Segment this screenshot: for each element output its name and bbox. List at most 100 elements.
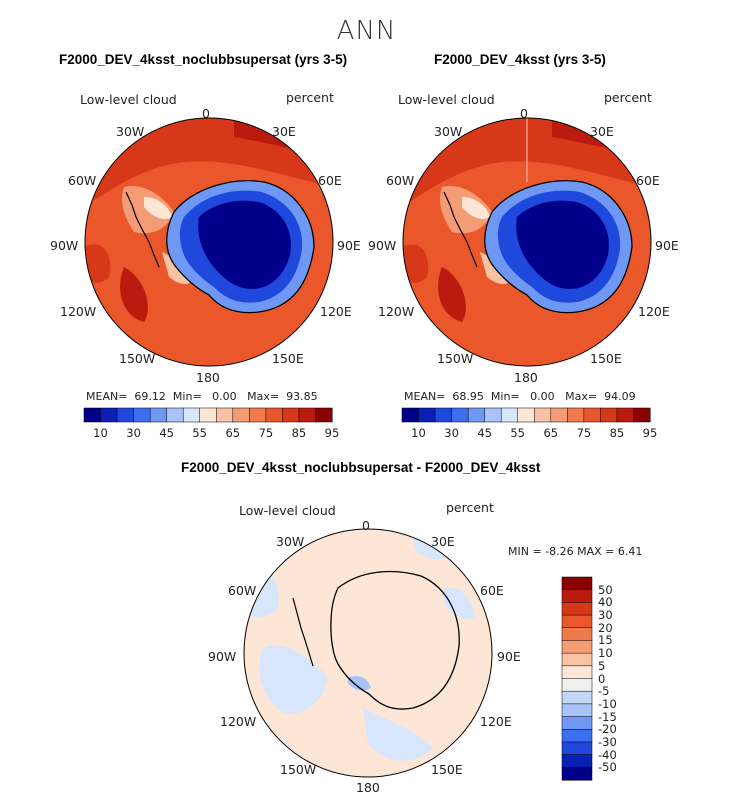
diff-lon-150w: 150W (280, 762, 317, 777)
panel2-colorbar-tick-label: 85 (609, 426, 625, 440)
diff-colorbar-tick-label: -30 (598, 734, 617, 749)
panel1-colorbar-swatch (83, 407, 102, 423)
diff-colorbar-tick-label: -20 (598, 722, 617, 737)
diff-colorbar-swatch (561, 767, 593, 781)
panel1-colorbar-tick-label: 55 (192, 426, 207, 440)
panel2-colorbar-tick-label: 55 (510, 426, 525, 440)
diff-minmax: MIN = -8.26 MAX = 6.41 (508, 545, 643, 558)
panel2-colorbar-swatch (451, 407, 469, 423)
panel1-lon-30w: 30W (116, 124, 145, 139)
panel1-colorbar-swatch (232, 407, 250, 423)
panel2-colorbar-swatch (434, 407, 453, 423)
panel2-title: F2000_DEV_4ksst (yrs 3-5) (434, 52, 606, 67)
panel1-polar-map (84, 117, 334, 367)
diff-lon-30w: 30W (276, 534, 305, 549)
panel2-polar-map (402, 117, 652, 367)
diff-lon-60e: 60E (480, 583, 504, 598)
diff-colorbar-swatch (561, 652, 593, 667)
diff-lon-120e: 120E (480, 714, 512, 729)
panel2-colorbar-swatch (600, 407, 618, 423)
panel2-lon-150e: 150E (590, 351, 622, 366)
diff-colorbar-labels: 50 40 30 20 15 10 5 0 -5 -10 -15 -20 -30 -40 -50 (598, 577, 638, 780)
panel1-lon-120e: 120E (320, 304, 352, 319)
panel1-colorbar-labels: 10 30 45 55 65 75 85 95 (84, 426, 339, 442)
diff-colorbar-swatch (561, 703, 593, 718)
panel1-field-label: Low-level cloud (80, 92, 177, 107)
panel1-colorbar-swatch (199, 407, 217, 423)
diff-colorbar-tick-label: -50 (598, 760, 617, 775)
diff-lon-0: 0 (362, 518, 370, 533)
panel1-colorbar-tick-label: 85 (291, 426, 307, 440)
diff-lon-150e: 150E (431, 762, 463, 777)
diff-colorbar-tick-label: 30 (598, 608, 613, 623)
panel2-colorbar-swatch (567, 407, 585, 423)
panel1-colorbar-tick-label: 30 (126, 426, 141, 440)
diff-colorbar-tick-label: 5 (598, 658, 606, 673)
panel1-colorbar-swatch (298, 407, 317, 423)
panel2-lon-120w: 120W (378, 304, 415, 319)
diff-lon-180: 180 (356, 780, 380, 795)
panel1-lon-30e: 30E (272, 124, 296, 139)
panel2-mean: MEAN= 68.95 Min= 0.00 Max= 94.09 (404, 390, 636, 403)
panel1-units: percent (286, 90, 334, 105)
diff-lon-60w: 60W (228, 583, 257, 598)
panel2-colorbar-swatch (401, 407, 420, 423)
panel1-colorbar (83, 407, 333, 423)
panel2-lon-120e: 120E (638, 304, 670, 319)
panel1-colorbar-tick-label: 65 (225, 426, 241, 440)
diff-colorbar-swatch (561, 716, 593, 730)
diff-colorbar (561, 576, 593, 781)
diff-colorbar-swatch (561, 729, 593, 743)
panel2-lon-0: 0 (520, 106, 528, 121)
panel2-lon-60e: 60E (636, 173, 660, 188)
panel2-lon-90w: 90W (368, 238, 397, 253)
panel2-colorbar-tick-label: 30 (444, 426, 459, 440)
panel2-colorbar-swatch (633, 407, 651, 423)
diff-colorbar-swatch (561, 678, 593, 692)
diff-colorbar-swatch (561, 665, 593, 680)
diff-colorbar-tick-label: 40 (598, 595, 613, 610)
panel2-colorbar-swatch (583, 407, 601, 423)
panel2-colorbar (401, 407, 651, 423)
diff-colorbar-swatch (561, 754, 593, 768)
diff-title: F2000_DEV_4ksst_noclubbsupersat - F2000_… (181, 460, 541, 475)
diff-colorbar-swatch (561, 690, 593, 705)
panel1-lon-120w: 120W (60, 304, 97, 319)
panel1-colorbar-swatch (216, 407, 234, 423)
panel2-colorbar-swatch (517, 407, 535, 423)
panel2-colorbar-tick-label: 95 (642, 426, 658, 440)
panel1-colorbar-swatch (265, 407, 283, 423)
panel1-lon-150w: 150W (119, 351, 156, 366)
panel1-colorbar-tick-label: 10 (93, 426, 108, 440)
diff-colorbar-tick-label: 50 (598, 582, 613, 597)
panel2-colorbar-tick-label: 75 (576, 426, 592, 440)
panel1-lon-90w: 90W (50, 238, 79, 253)
panel1-colorbar-tick-label: 75 (258, 426, 274, 440)
panel1-colorbar-tick-label: 95 (324, 426, 340, 440)
diff-colorbar-swatch (561, 576, 593, 591)
panel1-title: F2000_DEV_4ksst_noclubbsupersat (yrs 3-5… (59, 52, 348, 67)
panel1-colorbar-tick-label: 45 (159, 426, 174, 440)
diff-colorbar-swatch (561, 589, 593, 603)
panel2-lon-180: 180 (514, 370, 538, 385)
diff-colorbar-swatch (561, 614, 593, 629)
panel2-colorbar-tick-label: 10 (411, 426, 426, 440)
diff-lon-90w: 90W (208, 649, 237, 664)
diff-colorbar-tick-label: -5 (598, 684, 610, 699)
panel2-colorbar-swatch (484, 407, 502, 423)
diff-lon-30e: 30E (431, 534, 455, 549)
diff-colorbar-tick-label: -40 (598, 747, 617, 762)
panel2-colorbar-labels: 10 30 45 55 65 75 85 95 (402, 426, 657, 442)
panel2-field-label: Low-level cloud (398, 92, 495, 107)
diff-polar-map (243, 528, 493, 778)
diff-lon-120w: 120W (220, 714, 257, 729)
diff-colorbar-swatch (561, 627, 593, 641)
panel1-lon-60w: 60W (68, 173, 97, 188)
panel2-units: percent (604, 90, 652, 105)
panel1-lon-60e: 60E (318, 173, 342, 188)
panel1-lon-180: 180 (196, 370, 220, 385)
diff-colorbar-tick-label: 20 (598, 620, 613, 635)
diff-colorbar-tick-label: 15 (598, 633, 613, 648)
panel1-mean: MEAN= 69.12 Min= 0.00 Max= 93.85 (86, 390, 318, 403)
panel1-lon-0: 0 (202, 106, 210, 121)
